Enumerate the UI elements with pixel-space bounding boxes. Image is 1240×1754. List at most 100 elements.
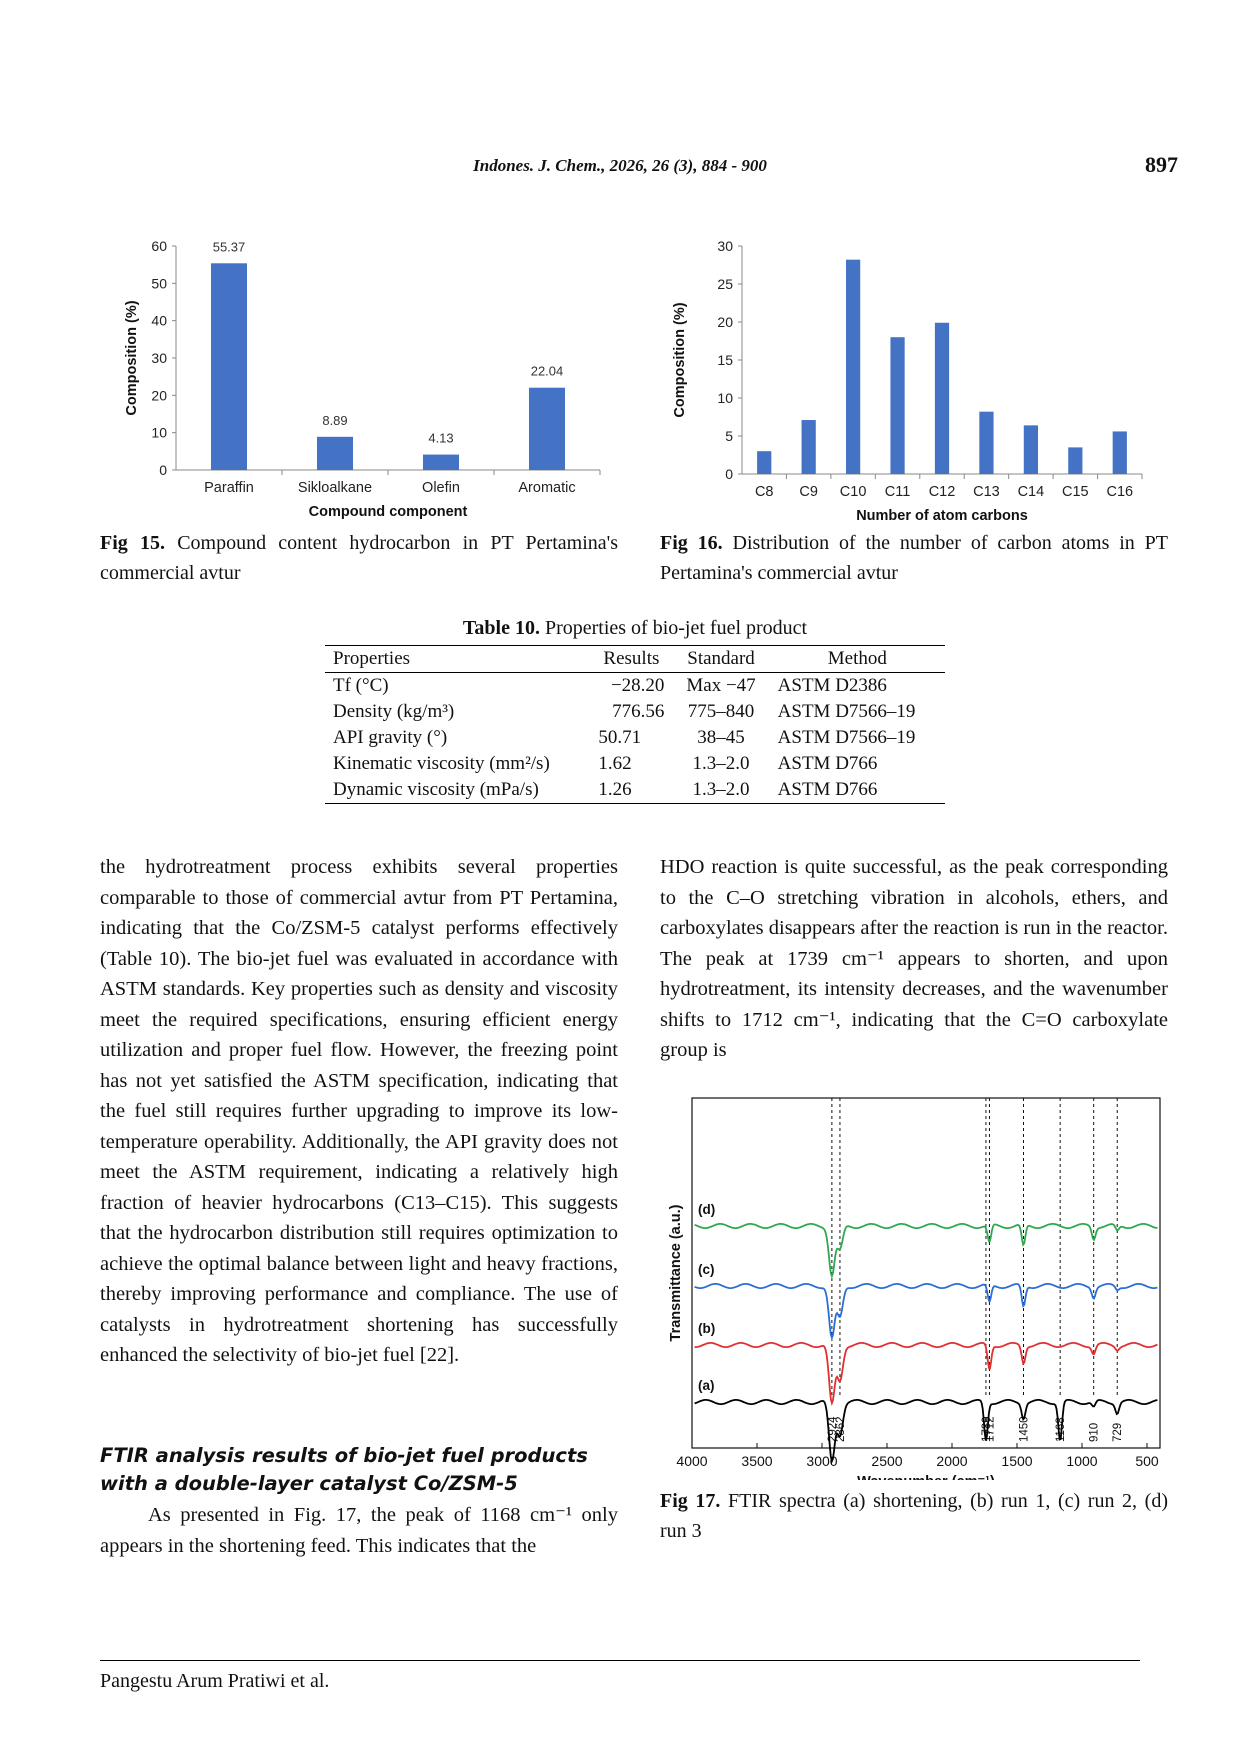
bar bbox=[211, 263, 247, 470]
fig15-chart: 0 10 20 30 40 50 60 Paraffin 55.37 Sikloalkane 8.8… bbox=[100, 232, 640, 532]
table-cell-result: −28.20 bbox=[590, 673, 672, 700]
bar bbox=[890, 337, 904, 474]
x-axis-title: Wavenumber (cm⁻¹) bbox=[857, 1474, 995, 1480]
x-tick-label: 2500 bbox=[871, 1453, 902, 1469]
bar bbox=[423, 455, 459, 470]
fig17-caption: Fig 17. FTIR spectra (a) shortening, (b)… bbox=[660, 1486, 1168, 1546]
table10-title: Table 10. Properties of bio-jet fuel pro… bbox=[325, 617, 945, 640]
table-cell-result: 1.26 bbox=[590, 777, 672, 804]
x-tick-label: 2000 bbox=[936, 1453, 967, 1469]
data-label: 4.13 bbox=[428, 431, 453, 446]
fig17-caption-text: FTIR spectra (a) shortening, (b) run 1, … bbox=[660, 1490, 1168, 1542]
table-row: Density (kg/m³) 776.56 775–840 ASTM D756… bbox=[325, 699, 945, 725]
bar bbox=[1068, 447, 1082, 474]
x-tick-label: C9 bbox=[799, 484, 818, 500]
fig16-chart: 0 5 10 15 20 25 30 C8 C9 C10 C11 C12 C13 C14 C15 C16 Num… bbox=[660, 232, 1160, 532]
right-paragraph-1: HDO reaction is quite successful, as the… bbox=[660, 852, 1168, 1066]
table10: Properties Results Standard Method Tf (°… bbox=[325, 645, 945, 804]
table-cell-property: Dynamic viscosity (mPa/s) bbox=[325, 777, 590, 804]
y-tick-label: 10 bbox=[151, 425, 167, 441]
table-cell-property: API gravity (°) bbox=[325, 725, 590, 751]
left-paragraph-1: the hydrotreatment process exhibits seve… bbox=[100, 852, 618, 1371]
fig16-caption: Fig 16. Distribution of the number of ca… bbox=[660, 528, 1168, 588]
table-header-cell: Results bbox=[590, 646, 672, 673]
x-tick-label: Paraffin bbox=[204, 480, 254, 496]
table10-title-text: Properties of bio-jet fuel product bbox=[545, 617, 807, 639]
left-paragraph-2: As presented in Fig. 17, the peak of 116… bbox=[100, 1500, 618, 1561]
fig15-caption-label: Fig 15. bbox=[100, 532, 165, 554]
x-tick-label: Olefin bbox=[422, 480, 460, 496]
fig16-caption-label: Fig 16. bbox=[660, 532, 723, 554]
table-cell-property: Kinematic viscosity (mm²/s) bbox=[325, 751, 590, 777]
x-tick-label: 1500 bbox=[1001, 1453, 1032, 1469]
y-tick-label: 10 bbox=[717, 390, 733, 406]
page-number: 897 bbox=[1145, 152, 1178, 178]
table-cell-property: Tf (°C) bbox=[325, 673, 590, 700]
table-cell-property: Density (kg/m³) bbox=[325, 699, 590, 725]
table-cell-method: ASTM D2386 bbox=[770, 673, 945, 700]
fig17-caption-label: Fig 17. bbox=[660, 1490, 720, 1512]
y-axis-title: Transmittance (a.u.) bbox=[668, 1204, 684, 1341]
series-label: (d) bbox=[698, 1202, 715, 1217]
data-label: 55.37 bbox=[213, 239, 246, 254]
bar bbox=[1113, 431, 1127, 474]
fig15-caption-text: Compound content hydrocarbon in PT Perta… bbox=[100, 532, 618, 584]
table-cell-result: 1.62 bbox=[590, 751, 672, 777]
table-header-cell: Standard bbox=[672, 646, 769, 673]
x-tick-label: C13 bbox=[973, 484, 1000, 500]
table-cell-method: ASTM D766 bbox=[770, 777, 945, 804]
x-axis-title: Compound component bbox=[309, 504, 468, 520]
x-axis-title: Number of atom carbons bbox=[856, 508, 1028, 524]
spectrum-line bbox=[695, 1224, 1158, 1276]
x-tick-label: Sikloalkane bbox=[298, 480, 372, 496]
fig16-plot: 0 5 10 15 20 25 30 C8 C9 C10 C11 C12 C13 C14 C15 C16 Num… bbox=[672, 238, 1142, 524]
x-tick-label: C10 bbox=[840, 484, 867, 500]
fig17-plot: 4000 3500 3000 2500 2000 1500 1000 500 Wavenumbe… bbox=[668, 1098, 1160, 1480]
bar bbox=[935, 323, 949, 474]
x-tick-label: C8 bbox=[755, 484, 774, 500]
y-tick-label: 20 bbox=[717, 314, 733, 330]
y-tick-label: 30 bbox=[717, 238, 733, 254]
journal-header: Indones. J. Chem., 2026, 26 (3), 884 - 9… bbox=[0, 156, 1240, 176]
table10-title-label: Table 10. bbox=[463, 617, 540, 639]
y-tick-label: 0 bbox=[725, 466, 733, 482]
footer-authors: Pangestu Arum Pratiwi et al. bbox=[100, 1670, 329, 1693]
data-label: 22.04 bbox=[531, 364, 564, 379]
reference-label: 910 bbox=[1089, 1423, 1101, 1442]
table-cell-standard: 775–840 bbox=[672, 699, 769, 725]
x-tick-label: 500 bbox=[1135, 1453, 1159, 1469]
data-label: 8.89 bbox=[322, 413, 347, 428]
section-heading: FTIR analysis results of bio-jet fuel pr… bbox=[100, 1442, 618, 1498]
fig17-chart: 4000350030002500200015001000500Wavenumbe… bbox=[660, 1090, 1170, 1480]
series-label: (b) bbox=[698, 1321, 715, 1336]
x-tick-label: 3500 bbox=[741, 1453, 772, 1469]
series-label: (a) bbox=[698, 1378, 715, 1393]
table-cell-result: 50.71 bbox=[590, 725, 672, 751]
y-axis-title: Composition (%) bbox=[124, 300, 140, 415]
fig15-caption: Fig 15. Compound content hydrocarbon in … bbox=[100, 528, 618, 588]
y-tick-label: 40 bbox=[151, 313, 167, 329]
x-tick-label: C16 bbox=[1106, 484, 1133, 500]
table-header-cell: Properties bbox=[325, 646, 590, 673]
table-row: Kinematic viscosity (mm²/s) 1.62 1.3–2.0… bbox=[325, 751, 945, 777]
spectrum-line bbox=[695, 1343, 1158, 1403]
table-cell-method: ASTM D7566–19 bbox=[770, 725, 945, 751]
table-cell-method: ASTM D766 bbox=[770, 751, 945, 777]
x-tick-label: C12 bbox=[929, 484, 956, 500]
bar bbox=[979, 412, 993, 474]
table-cell-standard: 38–45 bbox=[672, 725, 769, 751]
table-row: Dynamic viscosity (mPa/s) 1.26 1.3–2.0 A… bbox=[325, 777, 945, 804]
y-tick-label: 15 bbox=[717, 352, 733, 368]
x-tick-label: C15 bbox=[1062, 484, 1089, 500]
bar bbox=[757, 451, 771, 474]
table-header-cell: Method bbox=[770, 646, 945, 673]
spectrum-line bbox=[695, 1284, 1158, 1338]
y-tick-label: 20 bbox=[151, 387, 167, 403]
table-header-row: Properties Results Standard Method bbox=[325, 646, 945, 673]
table-row: Tf (°C) −28.20 Max −47 ASTM D2386 bbox=[325, 673, 945, 700]
y-tick-label: 0 bbox=[159, 462, 167, 478]
bar bbox=[317, 437, 353, 470]
series-label: (c) bbox=[698, 1262, 715, 1277]
fig16-caption-text: Distribution of the number of carbon ato… bbox=[660, 532, 1168, 584]
table-cell-method: ASTM D7566–19 bbox=[770, 699, 945, 725]
